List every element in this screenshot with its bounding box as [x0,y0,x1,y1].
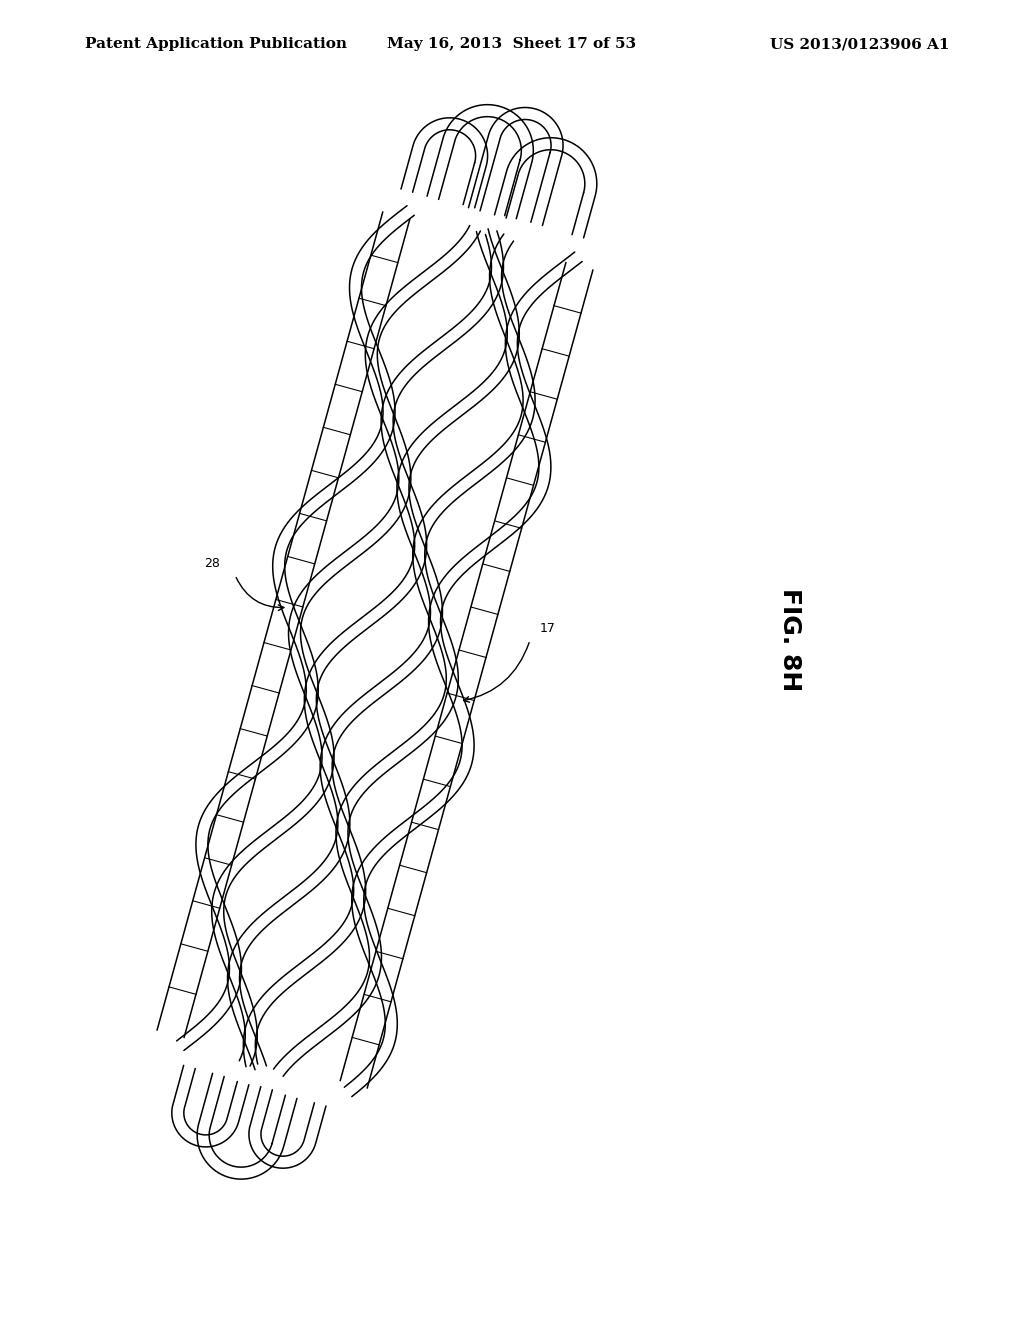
Text: US 2013/0123906 A1: US 2013/0123906 A1 [770,37,950,51]
Text: 28: 28 [204,557,220,570]
Text: FIG. 8H: FIG. 8H [778,589,802,692]
Text: Patent Application Publication: Patent Application Publication [85,37,347,51]
Text: May 16, 2013  Sheet 17 of 53: May 16, 2013 Sheet 17 of 53 [387,37,637,51]
Text: 17: 17 [540,622,556,635]
